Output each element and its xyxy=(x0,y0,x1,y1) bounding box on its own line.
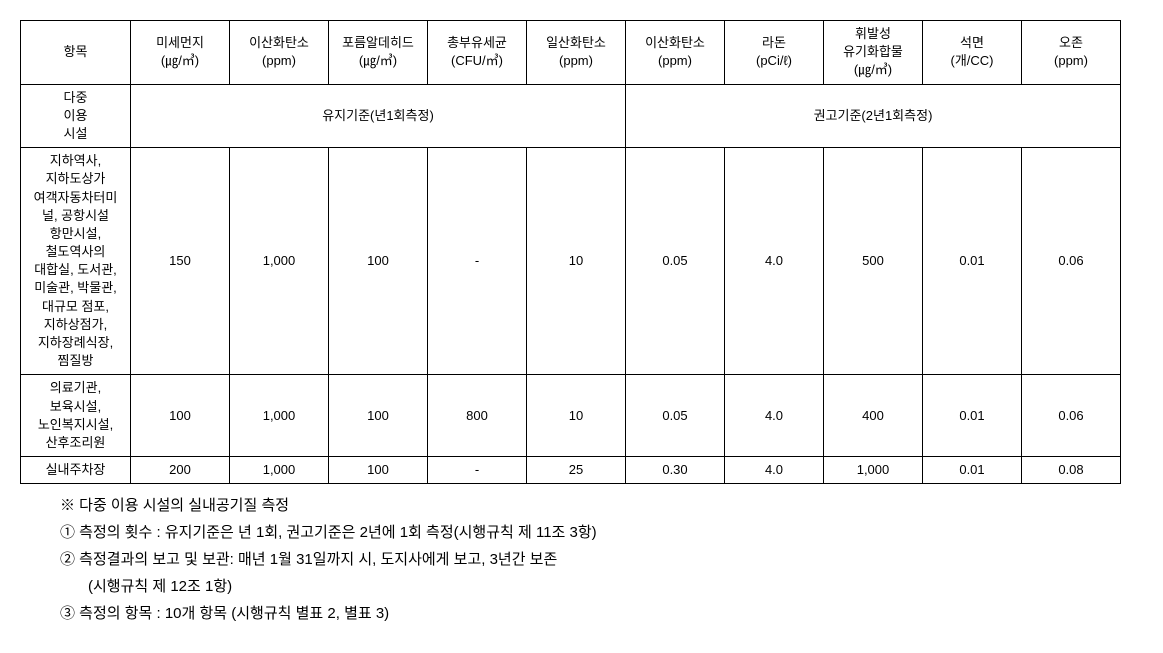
row3-c5: 10 xyxy=(527,375,626,457)
footnote-title: ※ 다중 이용 시설의 실내공기질 측정 xyxy=(60,492,1143,519)
table-row-facilities-1: 지하역사,지하도상가여객자동차터미널, 공항시설항만시설,철도역사의대합실, 도… xyxy=(21,148,1121,375)
row2-c6: 0.05 xyxy=(626,148,725,375)
row2-c8: 500 xyxy=(824,148,923,375)
row4-c3: 100 xyxy=(329,457,428,484)
row3-c9: 0.01 xyxy=(923,375,1022,457)
row4-c8: 1,000 xyxy=(824,457,923,484)
row3-c4: 800 xyxy=(428,375,527,457)
row2-label: 지하역사,지하도상가여객자동차터미널, 공항시설항만시설,철도역사의대합실, 도… xyxy=(21,148,131,375)
header-col10: 오존(ppm) xyxy=(1022,21,1121,85)
row4-c2: 1,000 xyxy=(230,457,329,484)
header-col7: 라돈(pCi/ℓ) xyxy=(725,21,824,85)
row3-c10: 0.06 xyxy=(1022,375,1121,457)
row4-label: 실내주차장 xyxy=(21,457,131,484)
row2-c2: 1,000 xyxy=(230,148,329,375)
row3-c8: 400 xyxy=(824,375,923,457)
row4-c4: - xyxy=(428,457,527,484)
row2-c7: 4.0 xyxy=(725,148,824,375)
row2-c3: 100 xyxy=(329,148,428,375)
row1-group2: 권고기준(2년1회측정) xyxy=(626,84,1121,148)
row3-label: 의료기관,보육시설,노인복지시설,산후조리원 xyxy=(21,375,131,457)
footnotes-section: ※ 다중 이용 시설의 실내공기질 측정 ① 측정의 횟수 : 유지기준은 년 … xyxy=(60,492,1143,627)
table-row-group-labels: 다중이용시설 유지기준(년1회측정) 권고기준(2년1회측정) xyxy=(21,84,1121,148)
row1-group1: 유지기준(년1회측정) xyxy=(131,84,626,148)
header-col9: 석면(개/CC) xyxy=(923,21,1022,85)
header-col4: 총부유세균(CFU/㎥) xyxy=(428,21,527,85)
row4-c5: 25 xyxy=(527,457,626,484)
table-row-parking: 실내주차장 200 1,000 100 - 25 0.30 4.0 1,000 … xyxy=(21,457,1121,484)
row4-c6: 0.30 xyxy=(626,457,725,484)
row4-c10: 0.08 xyxy=(1022,457,1121,484)
row2-c4: - xyxy=(428,148,527,375)
row4-c7: 4.0 xyxy=(725,457,824,484)
footnote-line3: ③ 측정의 항목 : 10개 항목 (시행규칙 별표 2, 별표 3) xyxy=(60,600,1143,627)
table-row-facilities-2: 의료기관,보육시설,노인복지시설,산후조리원 100 1,000 100 800… xyxy=(21,375,1121,457)
row2-c1: 150 xyxy=(131,148,230,375)
header-col8: 휘발성유기화합물(㎍/㎥) xyxy=(824,21,923,85)
row3-c6: 0.05 xyxy=(626,375,725,457)
header-col3: 포름알데히드(㎍/㎥) xyxy=(329,21,428,85)
footnote-line1: ① 측정의 횟수 : 유지기준은 년 1회, 권고기준은 2년에 1회 측정(시… xyxy=(60,519,1143,546)
header-item: 항목 xyxy=(21,21,131,85)
table-header-row: 항목 미세먼지(㎍/㎥) 이산화탄소(ppm) 포름알데히드(㎍/㎥) 총부유세… xyxy=(21,21,1121,85)
row3-c7: 4.0 xyxy=(725,375,824,457)
footnote-line2: ② 측정결과의 보고 및 보관: 매년 1월 31일까지 시, 도지사에게 보고… xyxy=(60,546,1143,573)
row1-label: 다중이용시설 xyxy=(21,84,131,148)
row2-c10: 0.06 xyxy=(1022,148,1121,375)
row4-c9: 0.01 xyxy=(923,457,1022,484)
row2-c5: 10 xyxy=(527,148,626,375)
row3-c1: 100 xyxy=(131,375,230,457)
air-quality-standards-table: 항목 미세먼지(㎍/㎥) 이산화탄소(ppm) 포름알데히드(㎍/㎥) 총부유세… xyxy=(20,20,1121,484)
row3-c2: 1,000 xyxy=(230,375,329,457)
row4-c1: 200 xyxy=(131,457,230,484)
row2-c9: 0.01 xyxy=(923,148,1022,375)
header-col2: 이산화탄소(ppm) xyxy=(230,21,329,85)
row3-c3: 100 xyxy=(329,375,428,457)
header-col5: 일산화탄소(ppm) xyxy=(527,21,626,85)
footnote-line2b: (시행규칙 제 12조 1항) xyxy=(88,573,1143,600)
header-col1: 미세먼지(㎍/㎥) xyxy=(131,21,230,85)
header-col6: 이산화탄소(ppm) xyxy=(626,21,725,85)
